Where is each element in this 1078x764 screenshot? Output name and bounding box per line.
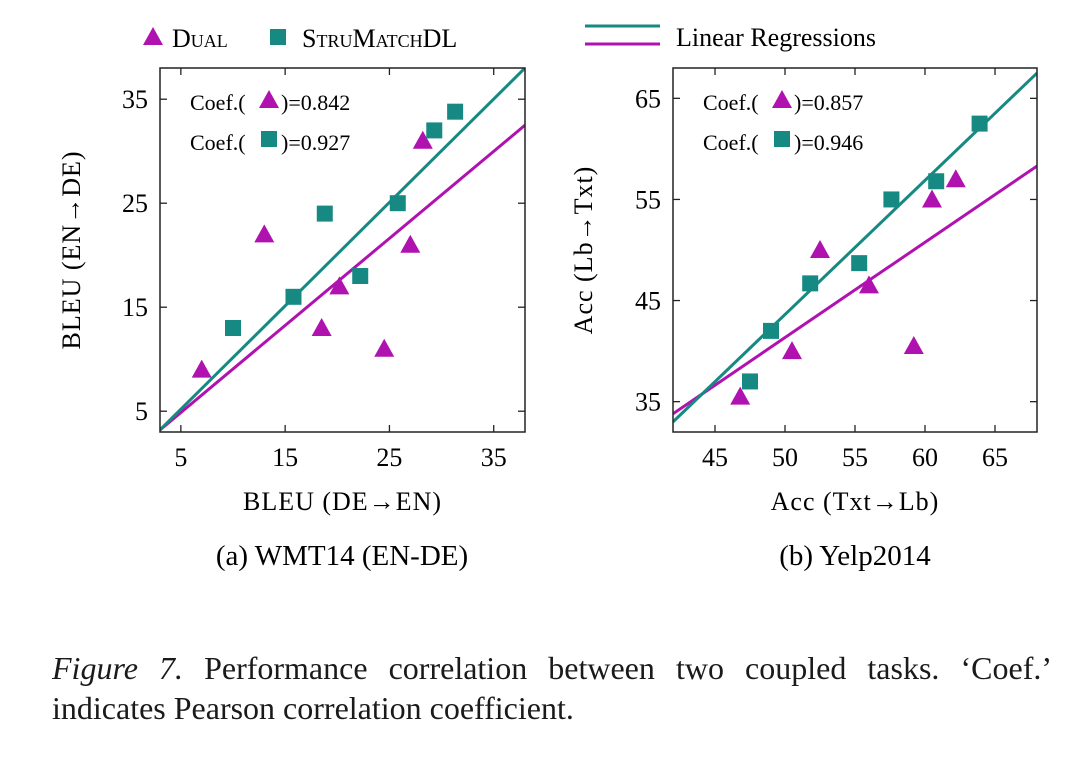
coef-prefix: Coef.( <box>703 130 759 155</box>
y-tick-label: 45 <box>635 287 661 316</box>
dual-point <box>329 276 350 295</box>
y-axis-label: Acc (Lb→Txt) <box>569 166 598 335</box>
plot-frame <box>159 67 526 433</box>
dual-point <box>859 275 879 294</box>
legend-dual-label: Dual <box>172 24 228 53</box>
x-tick-label: 65 <box>982 443 1008 472</box>
legend-strumatch-marker <box>270 29 286 45</box>
dual-point <box>400 234 421 253</box>
caption-text: Performance correlation between two coup… <box>52 650 1053 726</box>
x-axis-label: Acc (Txt→Lb) <box>771 487 940 516</box>
strumatch-point <box>971 115 988 132</box>
panel-a: 5 15 25 35 5 15 25 35 Coef.( )=0.842 Coef.( )=0.927… <box>57 67 526 572</box>
dual-point <box>412 130 433 149</box>
panel-subtitle: (a) WMT14 (EN-DE) <box>216 540 468 572</box>
caption-label: Figure 7. <box>52 650 183 686</box>
strumatch-point <box>225 320 241 336</box>
panel-subtitle: (b) Yelp2014 <box>779 540 931 572</box>
dual-point <box>254 224 275 243</box>
figure: Dual StruMatchDL Linear Regressions 5 15 2… <box>57 23 1038 572</box>
dual-point <box>782 341 802 360</box>
strumatch-point <box>447 103 464 120</box>
dual-point <box>191 359 212 378</box>
dual-point <box>945 169 966 188</box>
y-tick-label: 15 <box>122 293 148 322</box>
strumatch-point <box>928 173 945 190</box>
legend-dual-marker <box>143 27 163 45</box>
y-tick-label: 35 <box>122 85 148 114</box>
coef-value: )=0.927 <box>281 130 350 155</box>
x-tick-label: 35 <box>481 443 507 472</box>
x-tick-label: 5 <box>174 443 187 472</box>
strumatch-point <box>742 373 758 390</box>
coef-dual-marker <box>259 90 279 108</box>
regression-line-strumatch <box>160 68 525 431</box>
legend-regression-label: Linear Regressions <box>676 23 876 52</box>
x-tick-label: 15 <box>272 443 298 472</box>
strumatch-point <box>316 205 333 222</box>
coef-value: )=0.842 <box>281 90 350 115</box>
x-tick-label: 50 <box>772 443 798 472</box>
x-tick-label: 45 <box>702 443 728 472</box>
strumatch-point <box>389 195 406 212</box>
coef-value: )=0.946 <box>794 130 863 155</box>
plot-frame <box>672 67 1038 433</box>
panel-b: 45 50 55 60 65 35 45 55 65 Coef.( )=0.857 Coef.( )=0… <box>569 67 1038 572</box>
coef-prefix: Coef.( <box>190 130 246 155</box>
y-tick-label: 5 <box>135 397 148 426</box>
strumatch-point <box>763 322 779 339</box>
y-axis-label: BLEU (EN→DE) <box>57 150 86 349</box>
y-tick-label: 35 <box>635 388 661 417</box>
coef-prefix: Coef.( <box>190 90 246 115</box>
regression-line-dual <box>160 124 525 432</box>
dual-point <box>730 386 751 405</box>
strumatch-point <box>352 268 369 284</box>
coef-dual-marker <box>772 90 792 108</box>
coef-prefix: Coef.( <box>703 90 759 115</box>
figure-caption: Figure 7. Performance correlation betwee… <box>52 648 1052 728</box>
regression-line-dual <box>673 164 1037 416</box>
y-tick-label: 65 <box>635 84 661 113</box>
strumatch-point <box>285 288 302 305</box>
strumatch-point <box>883 191 900 208</box>
strumatch-point <box>426 122 443 139</box>
x-tick-label: 60 <box>912 443 938 472</box>
coef-value: )=0.857 <box>794 90 863 115</box>
strumatch-point <box>851 255 868 272</box>
dual-point <box>922 189 942 208</box>
dual-point <box>810 240 830 258</box>
dual-point <box>311 318 332 336</box>
coef-strumatch-marker <box>261 131 277 147</box>
dual-point <box>903 336 924 355</box>
legend: Dual StruMatchDL Linear Regressions <box>143 23 876 53</box>
coef-strumatch-marker <box>774 131 790 147</box>
x-tick-label: 25 <box>376 443 402 472</box>
x-axis-label: BLEU (DE→EN) <box>243 487 442 516</box>
y-tick-label: 25 <box>122 189 148 218</box>
legend-strumatch-label: StruMatchDL <box>302 24 457 53</box>
dual-point <box>374 338 395 357</box>
y-tick-label: 55 <box>635 185 661 214</box>
strumatch-point <box>802 275 819 292</box>
x-tick-label: 55 <box>842 443 868 472</box>
